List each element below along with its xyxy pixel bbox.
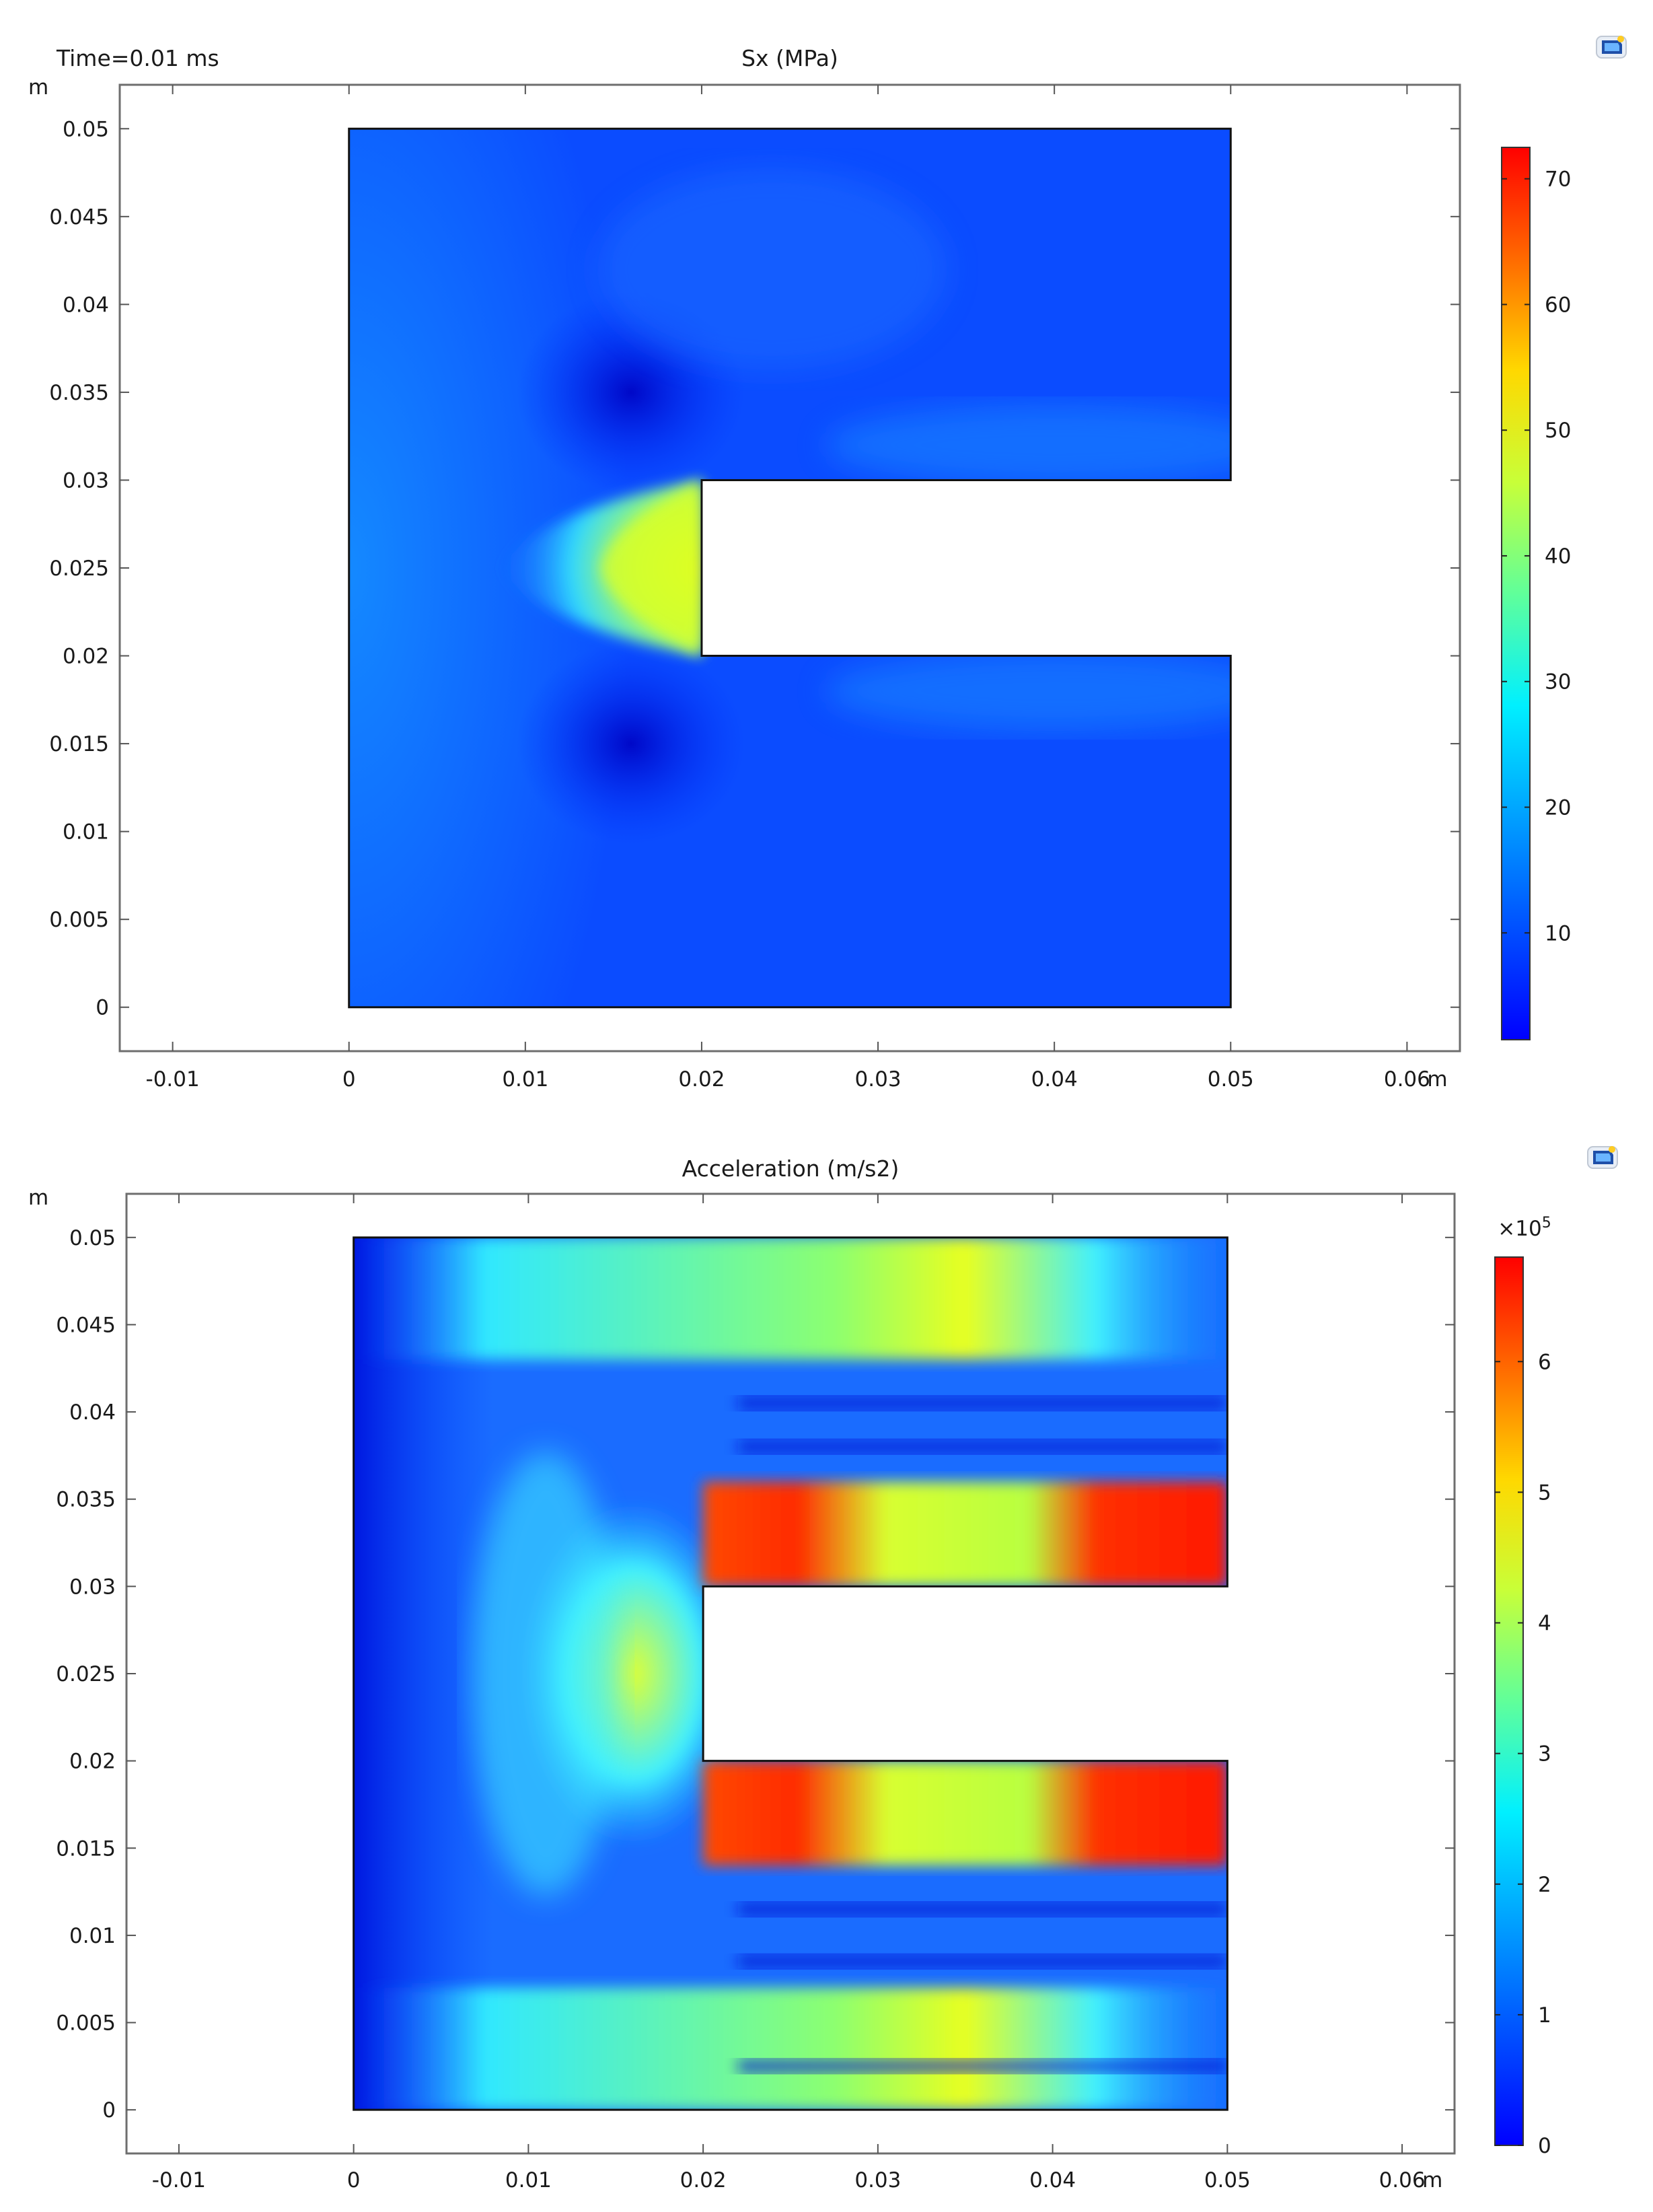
y-tick-label: 0.04: [69, 1400, 116, 1425]
colorbar-tick-label: 1: [1538, 2003, 1551, 2028]
colorbar-exponent-power: 5: [1542, 1215, 1551, 1232]
y-tick-label: 0.01: [69, 1924, 116, 1948]
x-tick-label: 0: [347, 2168, 361, 2192]
x-axis: -0.01 0 0.01 0.02 0.03 0.04 0.05 0.06m: [152, 1194, 1442, 2192]
colorbar-exponent-base: ×10: [1498, 1217, 1541, 1241]
y-tick-label: 0.005: [56, 2011, 116, 2036]
x-tick-label: 0.04: [1031, 1067, 1078, 1092]
y-axis: 0 0.005 0.01 0.015 0.02 0.025 0.03 0.035 0.04 0.0…: [28, 1186, 1455, 2122]
stress-chart: -0.01 0 0.01 0.02 0.03 0.04 0.05 0.06m00.0050.0…: [28, 36, 1627, 1092]
colorbar-gradient: [1494, 1256, 1524, 2146]
x-tick-label: 0: [342, 1067, 356, 1092]
y-tick-label: 0.02: [69, 1750, 116, 1774]
colorbar-tick-label: 30: [1545, 670, 1571, 694]
x-tick-label: 0.02: [680, 2168, 727, 2192]
x-tick-label: 0.03: [855, 1067, 902, 1092]
low-streak: [738, 2059, 1228, 2073]
field-plot: [353, 1237, 1228, 2110]
high-region-lower-arm: [703, 1760, 1228, 1866]
high-lobe-core: [600, 480, 702, 656]
y-tick-label: 0.05: [63, 117, 109, 141]
y-tick-label: 0.025: [56, 1662, 116, 1686]
y-unit-label: m: [28, 75, 48, 100]
field-edge-upper: [825, 404, 1231, 486]
colorbar-tick-label: 6: [1538, 1350, 1551, 1374]
y-tick-label: 0.03: [63, 468, 109, 493]
y-unit-label: m: [28, 1186, 48, 1210]
x-tick-label: 0.03: [854, 2168, 901, 2192]
x-tick-label: -0.01: [152, 2168, 206, 2192]
colorbar-tick-label: 50: [1545, 419, 1571, 443]
x-tick-label: 0.01: [505, 2168, 552, 2192]
y-tick-label: 0.015: [56, 1836, 116, 1861]
geometry-outline: [348, 127, 1232, 1009]
field-diffuse-upper: [597, 168, 947, 371]
low-streak: [738, 1902, 1228, 1917]
chart-title: Sx (MPa): [741, 45, 838, 71]
low-spot-lower: [517, 643, 746, 845]
low-streak: [738, 1954, 1228, 1968]
colorbar-tick-label: 3: [1538, 1742, 1551, 1767]
high-region-upper-arm: [703, 1481, 1228, 1587]
x-axis: -0.01 0 0.01 0.02 0.03 0.04 0.05 0.06m: [146, 85, 1448, 1092]
y-tick-label: 0.035: [49, 381, 109, 405]
y-tick-label: 0: [102, 2098, 116, 2122]
x-tick-label: 0.05: [1204, 2168, 1251, 2192]
mid-band-bottom: [353, 1987, 1228, 2110]
y-tick-label: 0.05: [69, 1226, 116, 1250]
y-tick-label: 0.015: [49, 732, 109, 756]
low-streak: [738, 1396, 1228, 1411]
x-tick-label: 0.01: [502, 1067, 548, 1092]
snapshot-icon[interactable]: [1596, 36, 1627, 59]
time-label: Time=0.01 ms: [56, 45, 219, 71]
colorbar-tick-label: 0: [1538, 2134, 1551, 2158]
colorbar-tick-label: 20: [1545, 795, 1571, 820]
x-tick-label: 0.06: [1384, 1067, 1430, 1092]
field-plot: [348, 129, 1231, 1007]
y-tick-label: 0.02: [63, 645, 109, 669]
geometry-outline: [353, 1236, 1228, 2111]
x-tick-label: 0.04: [1029, 2168, 1076, 2192]
y-tick-label: 0.04: [63, 293, 109, 317]
x-tick-label: -0.01: [146, 1067, 200, 1092]
mid-band-top: [353, 1237, 1228, 1360]
y-tick-label: 0.005: [49, 908, 109, 932]
x-tick-label: 0.02: [678, 1067, 725, 1092]
y-tick-label: 0.01: [63, 820, 109, 845]
field-left-low: [353, 1237, 494, 2110]
chart-title: Acceleration (m/s2): [682, 1155, 899, 1182]
colorbar: 10 20 30 40 50 60 70: [1501, 147, 1571, 1040]
y-tick-label: 0.035: [56, 1488, 116, 1512]
y-axis: 0 0.005 0.01 0.015 0.02 0.025 0.03 0.035 0.04 0.0…: [28, 75, 1460, 1020]
x-tick-label: 0.05: [1208, 1067, 1254, 1092]
colorbar-tick-label: 60: [1545, 293, 1571, 317]
x-unit-label: m: [1422, 2168, 1442, 2192]
y-tick-label: 0.03: [69, 1575, 116, 1599]
colorbar-tick-label: 10: [1545, 921, 1571, 946]
x-unit-label: m: [1427, 1067, 1447, 1092]
y-tick-label: 0.045: [56, 1313, 116, 1337]
field-edge-lower: [825, 650, 1231, 732]
y-tick-label: 0.045: [49, 205, 109, 229]
colorbar-tick-label: 2: [1538, 1873, 1551, 1897]
low-streak: [738, 1439, 1228, 1454]
y-tick-label: 0.025: [49, 557, 109, 581]
colorbar-tick-label: 70: [1545, 168, 1571, 192]
snapshot-icon[interactable]: [1587, 1146, 1618, 1169]
mid-region-wave: [472, 1452, 620, 1896]
colorbar-exponent: ×105: [1498, 1215, 1551, 1241]
x-tick-label: 0.06: [1379, 2168, 1426, 2192]
colorbar-tick-label: 5: [1538, 1480, 1551, 1505]
acceleration-chart: -0.01 0 0.01 0.02 0.03 0.04 0.05 0.06m00.0050.0…: [28, 1146, 1618, 2192]
colorbar-gradient: [1501, 147, 1531, 1040]
colorbar-tick-label: 40: [1545, 544, 1571, 569]
y-tick-label: 0: [96, 996, 109, 1020]
colorbar-tick-label: 4: [1538, 1612, 1551, 1636]
